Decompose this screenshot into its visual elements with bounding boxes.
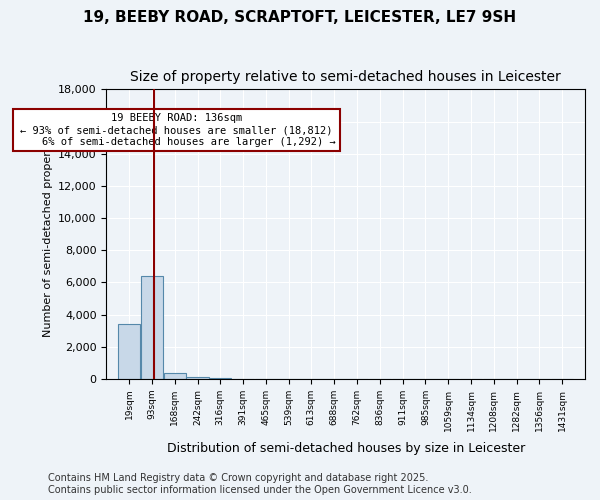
- Y-axis label: Number of semi-detached properties: Number of semi-detached properties: [43, 131, 53, 337]
- Text: 19, BEEBY ROAD, SCRAPTOFT, LEICESTER, LE7 9SH: 19, BEEBY ROAD, SCRAPTOFT, LEICESTER, LE…: [83, 10, 517, 25]
- X-axis label: Distribution of semi-detached houses by size in Leicester: Distribution of semi-detached houses by …: [167, 442, 525, 455]
- Bar: [209, 378, 232, 379]
- Title: Size of property relative to semi-detached houses in Leicester: Size of property relative to semi-detach…: [130, 70, 561, 84]
- Bar: [187, 377, 209, 379]
- Bar: [118, 324, 140, 379]
- Text: Contains HM Land Registry data © Crown copyright and database right 2025.
Contai: Contains HM Land Registry data © Crown c…: [48, 474, 472, 495]
- Text: 19 BEEBY ROAD: 136sqm
← 93% of semi-detached houses are smaller (18,812)
    6% : 19 BEEBY ROAD: 136sqm ← 93% of semi-deta…: [17, 114, 336, 146]
- Bar: [140, 276, 163, 379]
- Bar: [164, 373, 186, 379]
